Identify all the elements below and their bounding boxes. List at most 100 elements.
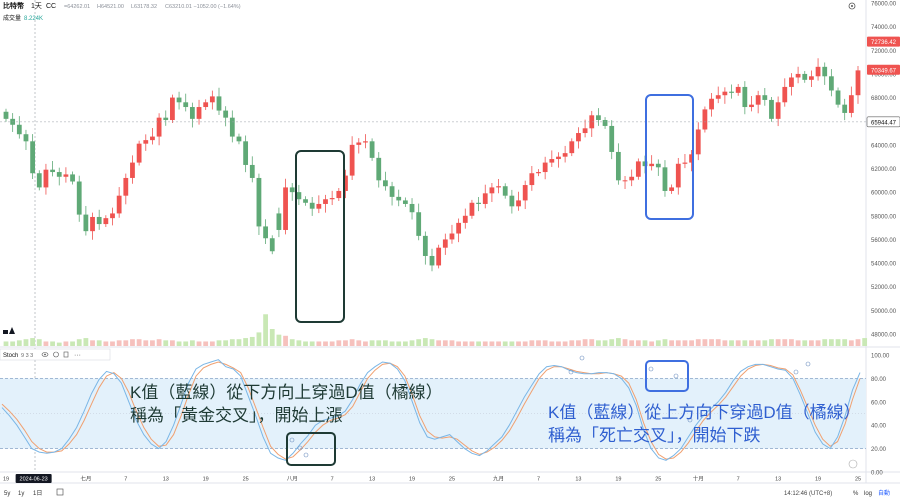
cross-marker xyxy=(289,437,295,443)
candle-body xyxy=(602,120,608,126)
candle-body xyxy=(556,156,561,160)
volume-bar xyxy=(349,339,355,346)
volume-bar xyxy=(569,340,575,346)
volume-bar xyxy=(329,341,335,346)
volume-bar xyxy=(56,342,62,346)
candle-body xyxy=(589,115,595,129)
volume-bar xyxy=(30,338,36,346)
volume-bar xyxy=(209,341,215,346)
candle-body xyxy=(422,235,428,256)
candle-body xyxy=(150,136,155,141)
candle-body xyxy=(742,86,748,108)
volume-bar xyxy=(43,341,49,346)
volume-bar xyxy=(729,340,734,346)
scroll-chevron-icon[interactable] xyxy=(848,459,858,469)
symbol-name: 比特幣 xyxy=(3,1,24,10)
time-axis-label: 25 xyxy=(855,477,861,483)
candle-body xyxy=(809,76,814,80)
volume-bar xyxy=(536,340,541,346)
tv-logo-part xyxy=(3,330,8,334)
candle-body xyxy=(462,215,468,223)
volume-bar xyxy=(635,340,641,346)
golden-cross-text-line2: 稱為「黃金交叉」，開始上漲 xyxy=(130,406,343,425)
candle-body xyxy=(143,140,149,144)
eye-icon-pupil xyxy=(44,353,46,356)
volume-bar xyxy=(689,340,694,346)
candle-body xyxy=(123,177,129,196)
candle-body xyxy=(163,117,169,121)
log-toggle[interactable]: log xyxy=(864,491,872,497)
price-axis-tick: 48000.00 xyxy=(871,333,897,339)
percent-toggle[interactable]: % xyxy=(853,491,859,497)
volume-bar xyxy=(23,339,29,346)
volume-bar xyxy=(303,341,308,346)
settings-icon[interactable] xyxy=(53,351,59,358)
stoch-label: Stoch xyxy=(3,353,18,359)
volume-bar xyxy=(50,341,55,346)
cross-marker xyxy=(673,373,679,379)
volume-bar xyxy=(16,340,22,346)
range-button[interactable]: 1y xyxy=(18,491,24,497)
calendar-icon[interactable] xyxy=(56,488,64,496)
candle-body xyxy=(63,174,69,177)
candle-body xyxy=(576,133,581,142)
candle-body xyxy=(755,95,761,105)
price-axis-tick: 52000.00 xyxy=(871,285,897,291)
gear-icon[interactable] xyxy=(848,2,856,10)
time-axis-label: 13 xyxy=(575,477,581,483)
candle-body xyxy=(456,222,462,234)
volume-bar xyxy=(489,341,495,346)
candle-body xyxy=(263,226,268,239)
ohlc-value: H64521.00 xyxy=(97,4,124,10)
volume-bar xyxy=(722,340,728,346)
volume-bar xyxy=(96,340,102,346)
candle-body xyxy=(189,107,195,119)
candle-body xyxy=(635,161,641,177)
candle-body xyxy=(695,129,701,155)
volume-value: 8.224K xyxy=(24,16,43,22)
candle-body xyxy=(442,239,448,248)
time-axis-label: 7 xyxy=(537,477,540,483)
ohlc-value: C63210.01 −1052.00 (−1.64%) xyxy=(165,4,241,10)
volume-bar xyxy=(376,340,382,346)
tradingview-logo xyxy=(3,327,15,334)
candle-body xyxy=(689,154,694,163)
volume-bar xyxy=(402,341,408,346)
candle-body xyxy=(376,157,382,181)
candle-body xyxy=(449,233,455,240)
candle-body xyxy=(309,202,315,209)
candle-body xyxy=(822,66,828,77)
candle-body xyxy=(509,195,515,207)
auto-toggle[interactable]: 自動 xyxy=(878,489,890,497)
range-button[interactable]: 1日 xyxy=(33,490,42,497)
candle-body xyxy=(16,124,22,135)
range-button[interactable]: 5y xyxy=(4,491,10,497)
volume-bar xyxy=(269,329,275,346)
volume-bar xyxy=(136,339,142,346)
price-tag xyxy=(867,36,900,47)
volume-bar xyxy=(609,339,615,346)
more-icon[interactable]: ··· xyxy=(74,352,81,359)
golden-cross-text-line1: K值（藍線）從下方向上穿過D值（橘線） xyxy=(130,383,443,402)
trash-icon[interactable] xyxy=(63,351,69,358)
volume-bar xyxy=(442,340,448,346)
volume-bar xyxy=(809,340,814,346)
candle-body xyxy=(103,218,109,225)
cross-marker xyxy=(648,366,654,372)
candle-body xyxy=(90,216,95,232)
volume-bar xyxy=(110,341,115,346)
volume-bar xyxy=(762,340,768,346)
volume-bar xyxy=(522,341,528,346)
volume-bar xyxy=(123,340,129,346)
price-axis-tick: 62000.00 xyxy=(871,167,897,173)
golden-cross-price-box xyxy=(295,150,345,323)
volume-bar xyxy=(436,340,442,346)
volume-bar xyxy=(828,339,834,346)
volume-bar xyxy=(476,341,481,346)
volume-bar xyxy=(369,340,375,346)
stoch-axis-tick: 100.00 xyxy=(871,354,890,360)
candle-body xyxy=(336,190,342,199)
eye-icon[interactable] xyxy=(41,352,49,357)
